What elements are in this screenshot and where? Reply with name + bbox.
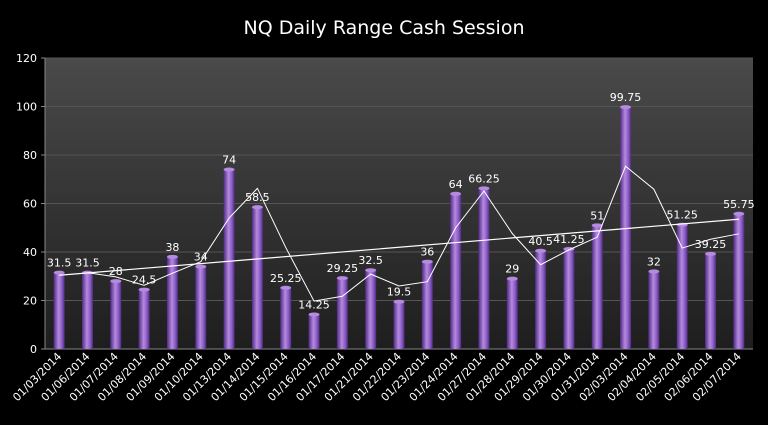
bar bbox=[563, 248, 575, 349]
data-label: 14.25 bbox=[298, 298, 330, 311]
bar-cap bbox=[195, 264, 207, 269]
bar-cap bbox=[280, 285, 292, 290]
data-label: 19.5 bbox=[387, 286, 412, 299]
data-label: 58.5 bbox=[245, 191, 270, 204]
y-tick-label: 60 bbox=[23, 198, 37, 211]
data-label: 64 bbox=[449, 178, 463, 191]
y-tick-label: 40 bbox=[23, 246, 37, 259]
bar-cap bbox=[591, 223, 603, 228]
data-label: 38 bbox=[165, 241, 179, 254]
bar bbox=[138, 289, 150, 349]
bar bbox=[280, 287, 292, 349]
bar-cap bbox=[450, 191, 462, 196]
bar bbox=[308, 314, 320, 349]
bar-cap bbox=[705, 251, 717, 256]
bar bbox=[53, 272, 65, 349]
data-label: 29.25 bbox=[327, 262, 359, 275]
bar-cap bbox=[308, 312, 320, 317]
bar-cap bbox=[110, 279, 122, 284]
bar bbox=[223, 169, 235, 349]
bar bbox=[365, 270, 377, 349]
bar bbox=[506, 278, 518, 349]
data-label: 31.5 bbox=[47, 257, 72, 270]
y-tick-label: 100 bbox=[16, 101, 37, 114]
data-label: 24.5 bbox=[132, 274, 157, 287]
bar bbox=[478, 188, 490, 349]
bar bbox=[591, 225, 603, 349]
bar-cap bbox=[365, 268, 377, 273]
data-labels: 31.5 31.52824.538347458.525.2514.2529.253… bbox=[47, 91, 755, 311]
bar bbox=[648, 271, 660, 349]
data-label: 40.5 bbox=[528, 235, 553, 248]
y-axis: 0 20 40 60 80 100 120 bbox=[16, 52, 753, 356]
trendline bbox=[59, 218, 739, 276]
bar-cap bbox=[563, 246, 575, 251]
bar-cap bbox=[223, 167, 235, 172]
data-label: 39.25 bbox=[695, 238, 727, 251]
data-label: 31.5 bbox=[75, 257, 100, 270]
bar-cap bbox=[393, 299, 405, 304]
data-label: 66.25 bbox=[468, 172, 500, 185]
bar bbox=[393, 301, 405, 349]
data-label: 32.5 bbox=[358, 254, 383, 267]
bar bbox=[166, 256, 178, 349]
data-label: 51 bbox=[590, 209, 604, 222]
data-label: 74 bbox=[222, 154, 236, 167]
bar bbox=[705, 253, 717, 349]
bar bbox=[336, 278, 348, 349]
chart-title: NQ Daily Range Cash Session bbox=[244, 17, 525, 39]
data-label: 28 bbox=[109, 265, 123, 278]
bar-cap bbox=[506, 276, 518, 281]
bar bbox=[421, 261, 433, 349]
data-label: 34 bbox=[194, 251, 208, 264]
bar bbox=[733, 213, 745, 349]
bar-cap bbox=[251, 205, 263, 210]
x-axis: 01/03/201401/06/201401/07/201401/08/2014… bbox=[10, 350, 744, 404]
bar-cap bbox=[620, 105, 632, 110]
bar-cap bbox=[53, 270, 65, 275]
data-label: 32 bbox=[647, 255, 661, 268]
data-label: 29 bbox=[505, 263, 519, 276]
data-label: 41.25 bbox=[553, 233, 585, 246]
bar bbox=[195, 266, 207, 349]
bar bbox=[110, 281, 122, 349]
data-label: 99.75 bbox=[610, 91, 642, 104]
bar bbox=[81, 272, 93, 349]
moving-average-line bbox=[87, 165, 739, 302]
bar bbox=[450, 193, 462, 349]
bar-cap bbox=[535, 248, 547, 253]
y-tick-label: 20 bbox=[23, 295, 37, 308]
bar-cap bbox=[478, 186, 490, 191]
data-label: 25.25 bbox=[270, 272, 302, 285]
bar-cap bbox=[648, 269, 660, 274]
bar bbox=[676, 224, 688, 349]
bar bbox=[535, 250, 547, 349]
y-tick-label: 80 bbox=[23, 149, 37, 162]
gridlines bbox=[45, 57, 753, 301]
data-label: 55.75 bbox=[723, 198, 755, 211]
data-label: 51.25 bbox=[666, 209, 698, 222]
bar-cap bbox=[166, 254, 178, 259]
bar-cap bbox=[336, 276, 348, 281]
bar-cap bbox=[421, 259, 433, 264]
series-lines bbox=[59, 165, 739, 302]
bar-cap bbox=[733, 211, 745, 216]
data-label: 36 bbox=[420, 246, 434, 259]
y-tick-label: 0 bbox=[30, 343, 37, 356]
y-tick-label: 120 bbox=[16, 52, 37, 65]
bar-cap bbox=[138, 287, 150, 292]
bar bbox=[251, 207, 263, 349]
